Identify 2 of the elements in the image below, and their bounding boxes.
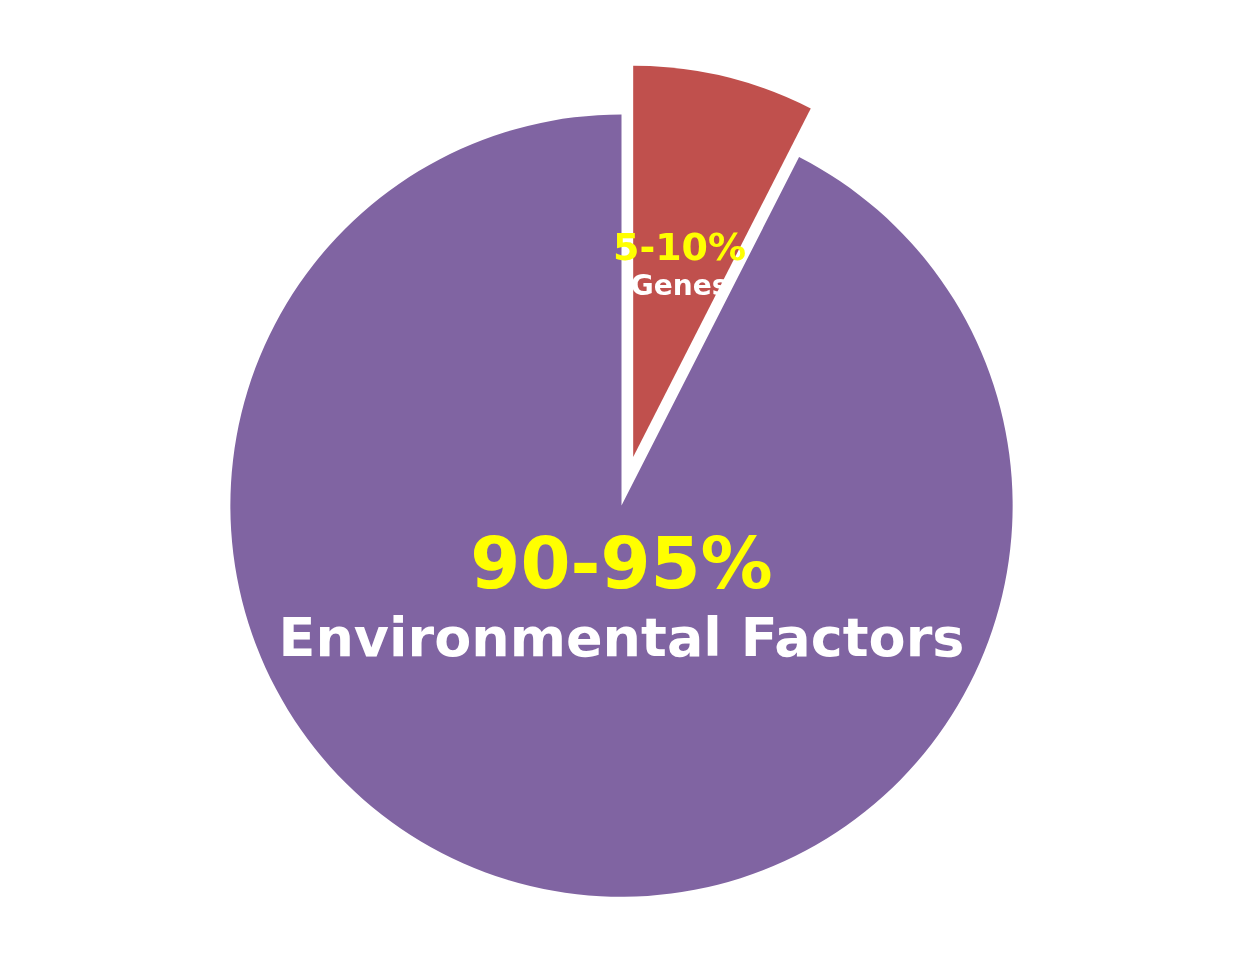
slice-label: Environmental Factors xyxy=(278,606,965,670)
text: 90-95% xyxy=(470,520,773,605)
